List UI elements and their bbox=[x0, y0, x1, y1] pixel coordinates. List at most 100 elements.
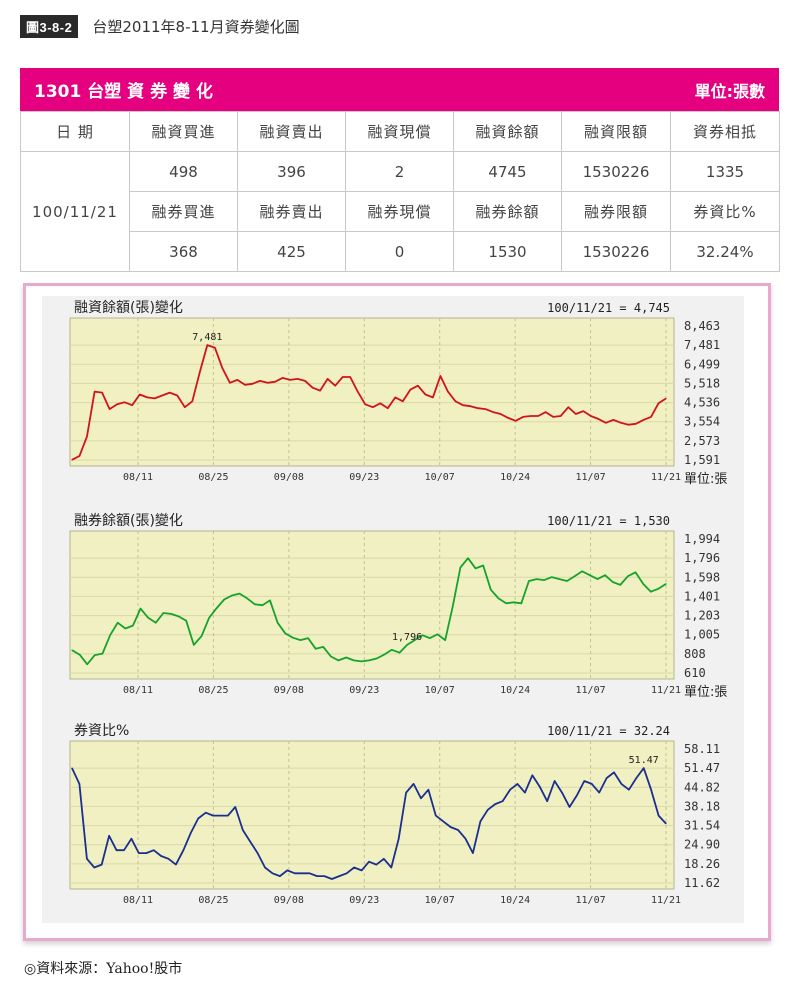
chart-3-data-point bbox=[383, 858, 385, 860]
chart-1-data-point bbox=[537, 415, 539, 417]
chart-2-data-point bbox=[581, 570, 583, 572]
chart-2-data-point bbox=[254, 603, 256, 605]
chart-1-data-point bbox=[454, 400, 457, 402]
chart-1-data-point bbox=[169, 392, 171, 394]
chart-1-data-point bbox=[665, 397, 667, 400]
chart-1-unit-label: 單位:張 bbox=[684, 472, 727, 487]
chart-3-data-point bbox=[405, 792, 407, 794]
chart-3-x-tick-label: 09/23 bbox=[349, 895, 379, 906]
chart-3-data-point bbox=[279, 875, 281, 877]
chart-1-x-tick-label: 11/21 bbox=[651, 472, 681, 483]
chart-2-data-point bbox=[284, 632, 286, 634]
chart-1-data-point bbox=[650, 416, 652, 418]
chart-3-data-point bbox=[561, 792, 563, 794]
chart-2-data-point bbox=[170, 613, 172, 615]
chart-3-data-point bbox=[234, 806, 236, 808]
chart-2-x-tick-label: 09/23 bbox=[349, 685, 379, 696]
chart-1-data-point bbox=[221, 367, 223, 369]
chart-2-data-point bbox=[558, 578, 561, 580]
chart-3-y-tick-label: 24.90 bbox=[684, 838, 720, 852]
chart-frame: 08/11 08/25 09/08 09/23 10/07 10/24 11/07 11/21… bbox=[23, 283, 771, 941]
chart-2-data-point bbox=[216, 607, 218, 609]
table-unit: 單位:張數 bbox=[694, 81, 765, 101]
chart-2-data-point bbox=[109, 634, 111, 636]
chart-2-data-point bbox=[79, 654, 81, 656]
chart-2-data-point bbox=[589, 574, 591, 576]
chart-1-data-point bbox=[86, 435, 88, 437]
chart-3-data-point bbox=[591, 783, 593, 785]
chart-3-data-point bbox=[182, 849, 184, 851]
value-cell: 498 bbox=[129, 151, 238, 192]
chart-2-y-tick-label: 1,203 bbox=[684, 609, 720, 623]
chart-1-data-point bbox=[78, 455, 81, 457]
chart-2-unit-label: 單位:張 bbox=[684, 685, 727, 700]
chart-3-data-point bbox=[368, 861, 370, 863]
header-cell: 融資買進 bbox=[129, 111, 238, 152]
chart-1-data-point bbox=[304, 380, 306, 382]
chart-3-data-point bbox=[294, 872, 296, 874]
chart-1-data-point bbox=[462, 404, 464, 406]
chart-1-y-tick-label: 5,518 bbox=[684, 376, 720, 390]
chart-2-data-point bbox=[307, 637, 309, 639]
chart-3-data-point bbox=[153, 849, 155, 851]
chart-1-data-point bbox=[206, 344, 208, 346]
chart-3-data-point bbox=[286, 869, 288, 872]
chart-3-data-point bbox=[271, 872, 274, 874]
chart-2-data-point bbox=[543, 579, 545, 581]
header-cell: 資券相抵 bbox=[670, 111, 780, 152]
chart-3-data-point bbox=[464, 838, 467, 840]
chart-3-data-point bbox=[323, 875, 325, 877]
value-cell: 32.24% bbox=[670, 231, 780, 272]
chart-3-data-point bbox=[338, 875, 340, 877]
source-note: ◎資料來源：Yahoo!股市 bbox=[24, 961, 183, 977]
chart-3-data-point bbox=[509, 789, 511, 791]
chart-2-y-tick-label: 1,994 bbox=[684, 532, 720, 546]
chart-3-data-point bbox=[205, 812, 207, 814]
chart-2-y-tick-label: 1,005 bbox=[684, 628, 720, 642]
chart-1-plot-area bbox=[69, 317, 675, 467]
chart-1-data-point bbox=[627, 424, 630, 426]
chart-1-data-point bbox=[372, 406, 374, 408]
chart-2-current-value: 100/11/21 = 1,530 bbox=[547, 514, 670, 528]
chart-3-data-point bbox=[108, 835, 110, 837]
chart-2-data-point bbox=[497, 597, 500, 599]
chart-3-data-point bbox=[554, 780, 556, 782]
chart-3-y-tick-label: 58.11 bbox=[684, 742, 720, 756]
value-cell: 425 bbox=[237, 231, 346, 272]
chart-3-data-point bbox=[583, 780, 585, 782]
table-header-bar: 1301 台塑 資 券 變 化 單位:張數 bbox=[20, 68, 779, 111]
chart-2-data-point bbox=[520, 602, 522, 604]
chart-3-y-tick-label: 11.62 bbox=[684, 876, 720, 890]
chart-2-data-point bbox=[574, 575, 576, 577]
chart-3-data-point bbox=[115, 849, 118, 851]
chart-1-y-tick-label: 1,591 bbox=[684, 453, 720, 467]
chart-3-plot-area bbox=[69, 740, 675, 890]
chart-3-data-point bbox=[71, 767, 73, 769]
header-cell: 融券現償 bbox=[345, 191, 454, 232]
chart-2-data-point bbox=[208, 617, 210, 619]
date-cell: 100/11/21 bbox=[20, 151, 130, 272]
chart-2-data-point bbox=[406, 644, 408, 646]
chart-3-data-point bbox=[390, 866, 392, 869]
chart-1-data-point bbox=[71, 459, 73, 461]
chart-2-data-point bbox=[117, 622, 119, 624]
chart-1-data-point bbox=[402, 400, 404, 402]
value-cell: 396 bbox=[237, 151, 346, 192]
chart-1-data-point bbox=[236, 379, 238, 381]
chart-1-x-tick-label: 10/07 bbox=[425, 472, 455, 483]
chart-3-data-point bbox=[160, 855, 162, 857]
chart-2-data-point bbox=[665, 583, 667, 585]
chart-1-y-tick-label: 7,481 bbox=[684, 338, 720, 352]
chart-2-x-tick-label: 08/11 bbox=[123, 685, 153, 696]
chart-3-data-point bbox=[309, 872, 311, 874]
chart-3-data-point bbox=[301, 872, 303, 874]
chart-1-data-point bbox=[612, 419, 615, 421]
chart-1-data-point bbox=[597, 418, 599, 420]
chart-2-data-point bbox=[612, 581, 614, 583]
chart-3-data-point bbox=[86, 858, 88, 860]
chart-1-data-point bbox=[642, 419, 645, 421]
chart-2-data-point bbox=[467, 557, 469, 559]
chart-2-data-point bbox=[132, 625, 134, 627]
chart-1-data-point bbox=[312, 387, 314, 389]
chart-3-data-point bbox=[257, 852, 259, 854]
